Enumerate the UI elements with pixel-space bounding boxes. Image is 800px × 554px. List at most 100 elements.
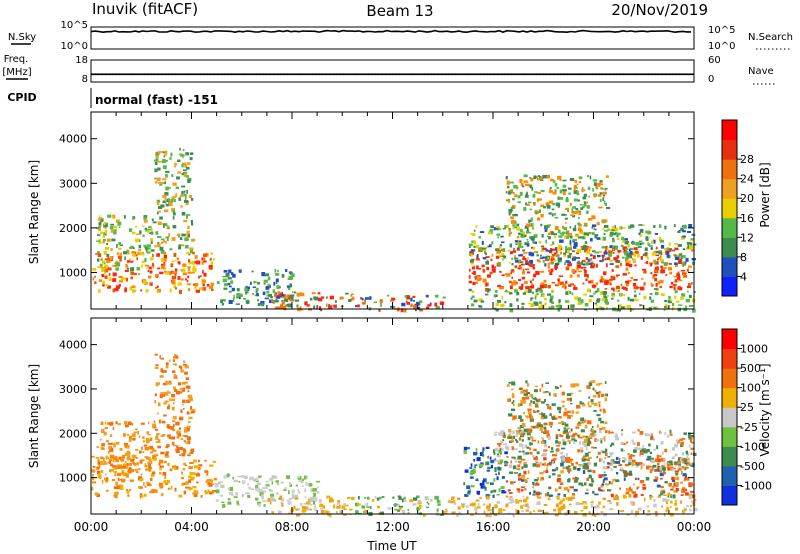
echo-cell bbox=[519, 429, 522, 432]
echo-cell bbox=[281, 502, 284, 507]
echo-cell bbox=[590, 435, 595, 437]
echo-cell bbox=[161, 263, 164, 266]
echo-cell bbox=[180, 391, 183, 394]
echo-cell bbox=[159, 151, 164, 153]
echo-cell bbox=[638, 242, 642, 246]
echo-cell bbox=[196, 260, 201, 265]
echo-cell bbox=[677, 460, 682, 463]
echo-cell bbox=[667, 267, 673, 271]
echo-cell bbox=[144, 244, 147, 249]
colorbar-segment bbox=[722, 387, 737, 408]
echo-cell bbox=[659, 285, 662, 288]
echo-cell bbox=[616, 275, 619, 278]
echo-cell bbox=[612, 287, 615, 292]
echo-cell bbox=[605, 393, 608, 397]
echo-cell bbox=[655, 254, 660, 257]
echo-cell bbox=[550, 189, 553, 193]
echo-cell bbox=[159, 471, 162, 475]
echo-cell bbox=[637, 507, 642, 511]
echo-cell bbox=[171, 282, 176, 285]
echo-cell bbox=[502, 431, 504, 436]
echo-cell bbox=[164, 150, 168, 155]
echo-cell bbox=[211, 289, 214, 291]
echo-cell bbox=[540, 411, 543, 414]
echo-cell bbox=[500, 430, 505, 434]
echo-cell bbox=[425, 306, 430, 310]
echo-cell bbox=[642, 484, 646, 486]
echo-cell bbox=[637, 442, 640, 447]
echo-cell bbox=[686, 505, 689, 507]
echo-cell bbox=[557, 493, 561, 496]
echo-cell bbox=[145, 456, 150, 460]
echo-cell bbox=[605, 430, 608, 434]
x-tick-label: 16:00 bbox=[476, 520, 511, 534]
echo-cell bbox=[596, 221, 600, 226]
echo-cell bbox=[662, 451, 664, 455]
echo-cell bbox=[117, 472, 122, 477]
echo-cell bbox=[104, 258, 109, 261]
echo-cell bbox=[172, 272, 176, 274]
echo-cell bbox=[570, 392, 574, 395]
echo-cell bbox=[615, 246, 618, 251]
echo-cell bbox=[105, 247, 109, 251]
echo-cell bbox=[164, 400, 169, 403]
echo-cell bbox=[623, 449, 625, 452]
echo-cell bbox=[485, 282, 488, 287]
echo-cell bbox=[284, 304, 287, 308]
echo-cell bbox=[564, 300, 570, 303]
echo-cell bbox=[126, 249, 129, 253]
echo-cell bbox=[693, 498, 697, 502]
echo-cell bbox=[536, 464, 541, 468]
echo-cell bbox=[558, 280, 560, 285]
echo-cell bbox=[551, 213, 554, 217]
echo-cell bbox=[109, 422, 114, 426]
echo-cell bbox=[529, 491, 531, 495]
echo-cell bbox=[628, 248, 631, 252]
echo-cell bbox=[406, 301, 410, 305]
echo-cell bbox=[503, 491, 507, 494]
echo-cell bbox=[689, 483, 694, 487]
echo-cell bbox=[564, 408, 567, 411]
echo-cell bbox=[188, 466, 193, 469]
echo-cell bbox=[415, 308, 417, 312]
echo-cell bbox=[600, 420, 605, 424]
echo-cell bbox=[574, 225, 577, 228]
echo-cell bbox=[194, 283, 199, 287]
echo-cell bbox=[289, 283, 292, 287]
echo-cell bbox=[535, 210, 538, 214]
y-tick-label: 4000 bbox=[59, 133, 87, 146]
echo-cell bbox=[565, 232, 568, 235]
echo-cell bbox=[512, 400, 515, 403]
echo-cell bbox=[189, 462, 194, 464]
echo-cell bbox=[580, 207, 584, 210]
echo-cell bbox=[110, 229, 115, 233]
echo-cell bbox=[508, 233, 511, 237]
echo-cell bbox=[509, 292, 513, 295]
echo-cell bbox=[256, 482, 261, 486]
echo-cell bbox=[181, 211, 186, 216]
echo-cell bbox=[680, 227, 684, 232]
echo-cell bbox=[109, 434, 113, 438]
echo-cell bbox=[126, 250, 130, 255]
echo-cell bbox=[144, 258, 147, 262]
echo-cell bbox=[605, 246, 608, 250]
echo-cell bbox=[628, 225, 632, 230]
echo-cell bbox=[629, 308, 632, 312]
colorbar-segment bbox=[722, 237, 737, 258]
echo-cell bbox=[187, 275, 190, 279]
echo-cell bbox=[111, 238, 116, 242]
echo-cell bbox=[597, 451, 601, 455]
echo-cell bbox=[152, 426, 157, 429]
echo-cell bbox=[507, 190, 511, 192]
echo-cell bbox=[149, 282, 153, 286]
echo-cell bbox=[150, 473, 155, 477]
echo-cell bbox=[571, 257, 576, 261]
echo-cell bbox=[534, 479, 539, 482]
echo-cell bbox=[265, 480, 270, 483]
echo-cell bbox=[126, 446, 130, 449]
echo-cell bbox=[129, 479, 134, 482]
echo-cell bbox=[182, 449, 187, 452]
echo-cell bbox=[685, 257, 689, 262]
echo-cell bbox=[592, 490, 595, 494]
echo-cell bbox=[584, 419, 586, 423]
